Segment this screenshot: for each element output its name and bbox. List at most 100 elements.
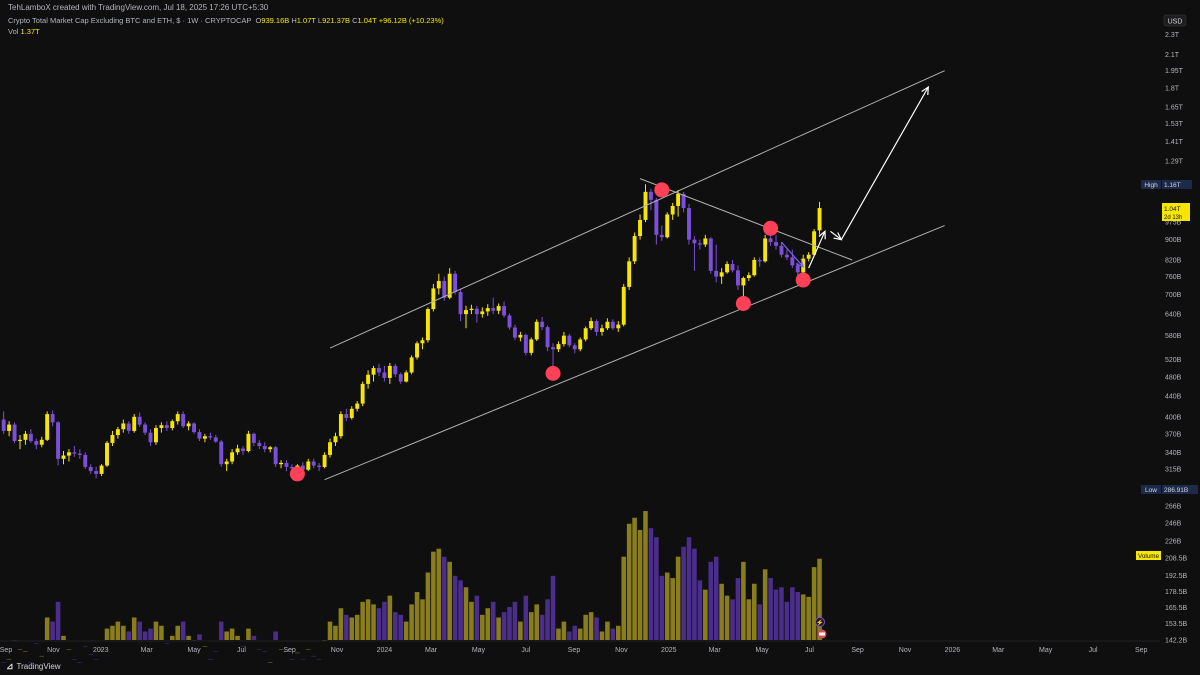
time-scale[interactable]: Sep Nov 2023 Mar May Jul Sep Nov 2024 Mar May Jul Se… (0, 640, 1160, 654)
currency-box[interactable] (1163, 14, 1187, 27)
price-tick-label: 165.5B (1165, 605, 1188, 612)
flag-glyph (819, 632, 825, 636)
candle-body (561, 335, 566, 345)
price-tick-label: 580B (1165, 333, 1182, 340)
candle-body (431, 288, 436, 310)
volume-bar (218, 621, 224, 640)
volume-bar (463, 587, 469, 640)
candle-body (784, 254, 789, 258)
volume-bar (414, 592, 420, 640)
candle-body (540, 321, 545, 328)
candle-body (28, 433, 33, 442)
candle-body (703, 238, 708, 245)
candle-body (659, 234, 664, 238)
price-tick-label: 246B (1165, 520, 1182, 527)
price-tick-label: 370B (1165, 431, 1182, 438)
time-tick-label: Sep (0, 647, 12, 654)
volume-bar (784, 601, 790, 640)
candle-body (61, 455, 66, 459)
volume-bar (817, 558, 822, 640)
time-tick-label: Sep (1135, 647, 1148, 654)
candle-body (600, 328, 604, 332)
lightning-icon[interactable] (815, 617, 825, 627)
volume-bar (474, 595, 480, 640)
candle-body (616, 324, 621, 329)
volume-bar (708, 561, 714, 640)
candle-body (529, 339, 534, 353)
volume-bar (398, 614, 404, 640)
volume-bar (387, 595, 393, 640)
candle-body (812, 231, 817, 255)
volume-bar (6, 659, 12, 660)
arrow-shaft (808, 231, 826, 269)
volume-bar (719, 583, 724, 640)
candle-body (355, 403, 360, 409)
high-value: 1.07T (296, 16, 316, 25)
volume-bar (131, 617, 137, 640)
arrow-head (818, 230, 826, 240)
candle-body (415, 343, 419, 358)
candle-body (692, 239, 697, 244)
time-tick-label: Sep (568, 647, 581, 654)
close-label: C (352, 16, 358, 25)
candle-body (208, 436, 213, 438)
candle-body (436, 280, 441, 289)
candle-body (50, 414, 55, 423)
volume-bar (327, 621, 333, 640)
candle-body (757, 259, 762, 262)
candle-body (333, 436, 338, 443)
candle-body (507, 315, 512, 328)
volume-bar (202, 646, 208, 647)
candle-body (328, 442, 332, 455)
low-label: L (317, 16, 323, 25)
price-tick-label: 1.29T (1165, 159, 1184, 166)
candle-body (496, 306, 501, 311)
price-tick-label: 178.5B (1165, 589, 1188, 596)
arrow-head (795, 258, 805, 268)
lightning-glyph: ⚡ (816, 619, 823, 627)
candle-body (447, 273, 452, 298)
volume-bar (34, 643, 39, 644)
currency-label[interactable]: USD (1168, 19, 1183, 26)
volume-bar (588, 612, 594, 640)
candle-body (409, 357, 414, 373)
price-tick-label: 975B (1165, 220, 1182, 227)
volume-bar (425, 572, 431, 640)
candle-body (186, 423, 191, 427)
volume-bar (735, 578, 741, 640)
price-scale[interactable]: USD 2.3T 2.1T 1.95T 1.8T 1.65T 1.53T 1.41T 1.29… (1160, 0, 1200, 675)
volume-bar (126, 631, 132, 640)
candle-body (425, 309, 430, 341)
price-tick-label: 700B (1165, 292, 1182, 299)
volume-bar (409, 604, 414, 640)
volume-bar (518, 621, 523, 640)
price-tick-label: 266B (1165, 504, 1182, 511)
candle-body (681, 193, 686, 209)
chart-tool-icons[interactable]: ⚡ (815, 617, 827, 639)
price-tick-label: 315B (1165, 467, 1182, 474)
volume-bar (452, 575, 458, 640)
pivot-dot (289, 466, 305, 482)
candle-body (99, 465, 104, 474)
candle-body (752, 259, 757, 276)
volume-bar (148, 628, 153, 640)
candle-body (126, 423, 131, 431)
volume-bar (550, 575, 556, 640)
candle-body (284, 462, 289, 467)
candle-body (790, 257, 795, 266)
last-price-value: 1.04T (1164, 206, 1181, 213)
high-badge-label: High (1144, 182, 1158, 189)
tradingview-logo[interactable]: ⊿ TradingView (6, 661, 61, 672)
volume-bar (480, 614, 485, 640)
volume-legend: Vol 1.37T (8, 27, 40, 36)
candle-body (578, 339, 583, 350)
candle-body (725, 264, 730, 273)
volume-bar (795, 592, 801, 640)
candle-body (213, 437, 218, 442)
candle-body (398, 374, 403, 382)
volume-bar (365, 599, 371, 640)
candle-body (83, 454, 88, 467)
volume-bar (338, 608, 344, 640)
low-badge-label: Low (1145, 487, 1157, 494)
